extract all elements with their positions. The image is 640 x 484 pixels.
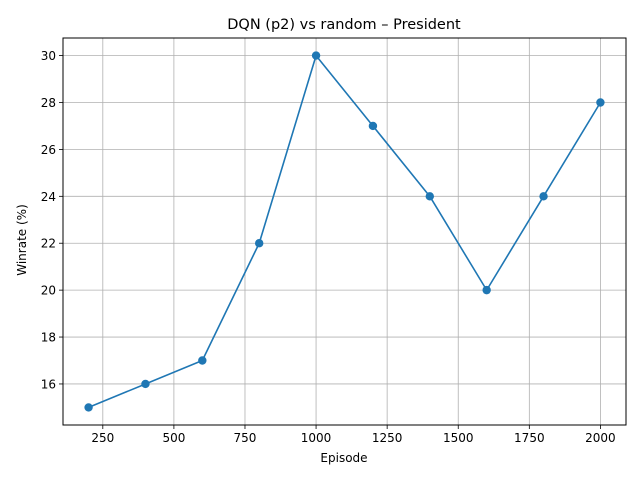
y-axis-ticks: 16 18 20 22 24 26 28 30	[41, 49, 63, 391]
grid	[63, 38, 626, 425]
x-tick-label: 500	[162, 431, 185, 445]
y-tick-label: 24	[41, 190, 56, 204]
data-point	[198, 356, 207, 365]
plot-frame	[62, 37, 627, 426]
y-tick-label: 20	[41, 284, 56, 298]
data-point	[141, 379, 150, 389]
x-tick-label: 1750	[514, 431, 545, 445]
x-tick-label: 1000	[301, 431, 332, 445]
data-point	[539, 192, 548, 201]
data-point	[368, 121, 378, 131]
y-axis-label: Winrate (%)	[15, 204, 29, 276]
x-axis-ticks: 250 500 750 1000 1250 1500 1750 2000	[91, 425, 616, 445]
data-point	[596, 98, 605, 107]
y-tick-label: 16	[41, 377, 56, 391]
y-tick-label: 18	[41, 331, 56, 345]
y-tick-label: 26	[41, 143, 56, 157]
x-tick-label: 250	[91, 431, 114, 445]
data-point	[84, 403, 93, 412]
series-line	[88, 54, 602, 409]
x-tick-label: 1500	[443, 431, 474, 445]
x-tick-label: 1250	[372, 431, 403, 445]
data-point	[482, 285, 491, 295]
y-tick-label: 30	[41, 49, 56, 63]
series-layer	[84, 51, 605, 412]
x-tick-label: 750	[234, 431, 257, 445]
data-point	[254, 239, 264, 248]
data-point	[425, 192, 435, 201]
x-axis-label: Episode	[320, 451, 367, 465]
data-point	[311, 51, 321, 60]
chart-title: DQN (p2) vs random – President	[227, 17, 461, 33]
y-tick-label: 22	[41, 237, 56, 251]
y-tick-label: 28	[41, 96, 56, 110]
x-tick-label: 2000	[585, 431, 616, 445]
